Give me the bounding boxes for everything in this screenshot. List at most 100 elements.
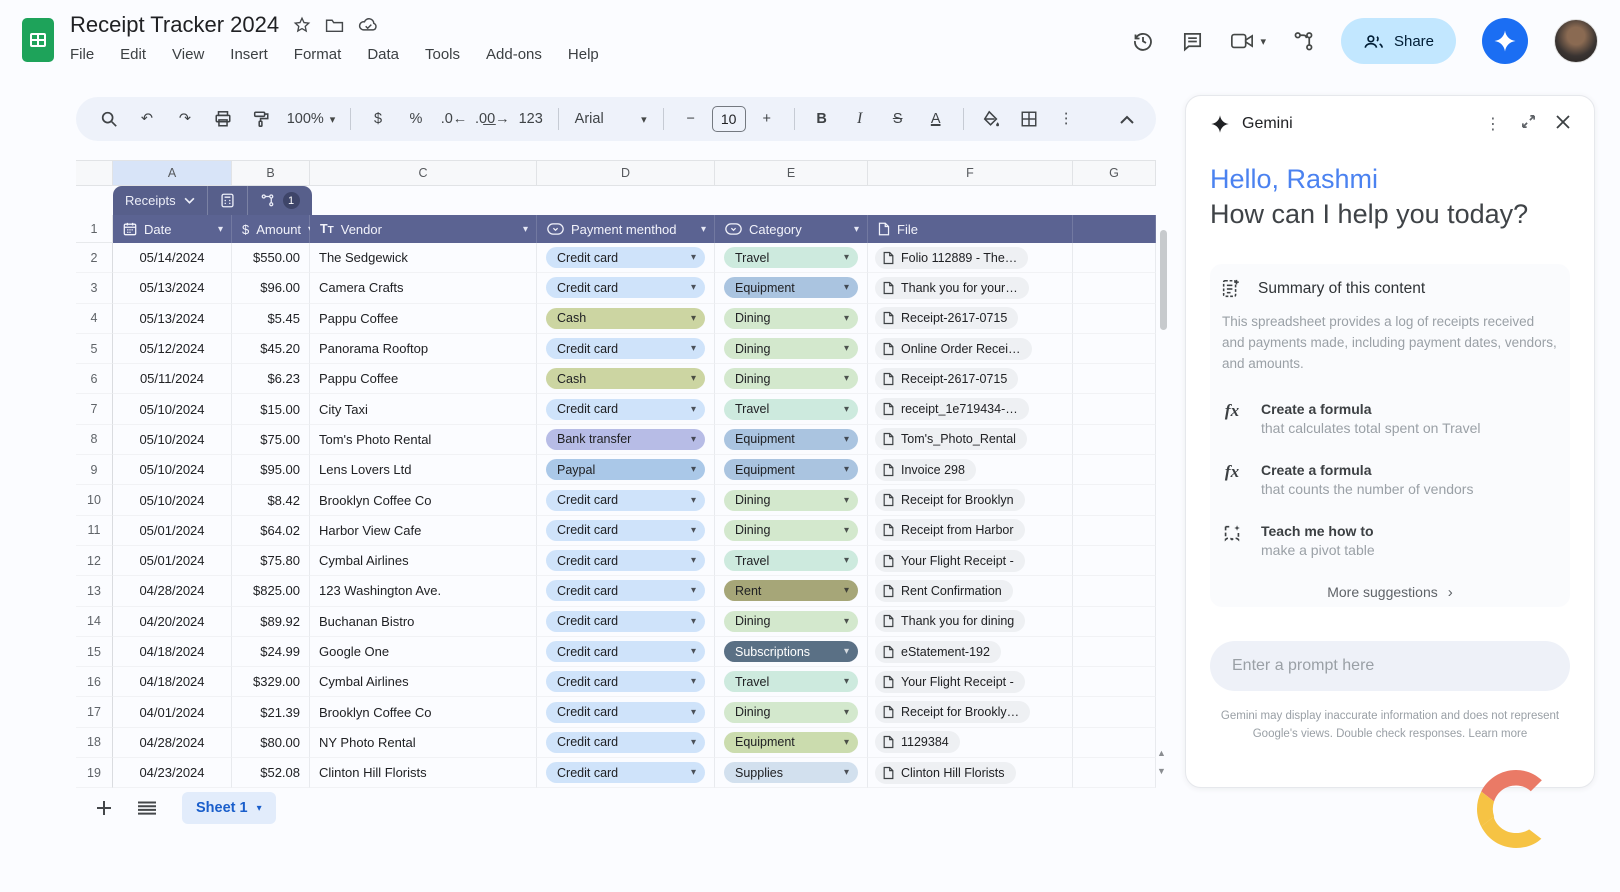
payment-method-dropdown[interactable]: Credit card▾ (546, 338, 705, 359)
gemini-close-icon[interactable] (1556, 115, 1570, 134)
gemini-suggestion-3[interactable]: Teach me how tomake a pivot table (1220, 523, 1560, 558)
number-format-button[interactable]: 123 (514, 103, 548, 135)
cell-empty[interactable] (1073, 243, 1156, 273)
cell-date[interactable]: 04/23/2024 (113, 758, 232, 788)
font-family-select[interactable]: Arial▾ (569, 103, 653, 135)
cell-empty[interactable] (1073, 364, 1156, 394)
file-chip[interactable]: 1129384 (875, 731, 960, 753)
row-number-6[interactable]: 6 (76, 364, 113, 394)
row-number-5[interactable]: 5 (76, 334, 113, 364)
header-cell-payment-menthod[interactable]: Payment menthod▾ (537, 215, 715, 243)
add-sheet-icon[interactable] (96, 800, 112, 816)
cell-vendor[interactable]: Cymbal Airlines (310, 546, 537, 576)
header-cell-file[interactable]: File (868, 215, 1073, 243)
cell-date[interactable]: 05/13/2024 (113, 273, 232, 303)
cell-date[interactable]: 05/10/2024 (113, 394, 232, 424)
cell-amount[interactable]: $21.39 (232, 697, 310, 727)
column-header-E[interactable]: E (715, 161, 868, 185)
payment-method-dropdown[interactable]: Credit card▾ (546, 550, 705, 571)
collapse-toolbar-icon[interactable] (1120, 112, 1134, 127)
cell-empty[interactable] (1073, 546, 1156, 576)
cell-date[interactable]: 04/20/2024 (113, 607, 232, 637)
file-chip[interactable]: Thank you for your… (875, 277, 1029, 299)
row-number-7[interactable]: 7 (76, 394, 113, 424)
font-size-input[interactable]: 10 (712, 106, 746, 132)
row-number-19[interactable]: 19 (76, 758, 113, 788)
payment-method-dropdown[interactable]: Credit card▾ (546, 732, 705, 753)
row-number-12[interactable]: 12 (76, 546, 113, 576)
cell-vendor[interactable]: Pappu Coffee (310, 364, 537, 394)
cell-amount[interactable]: $80.00 (232, 728, 310, 758)
cell-vendor[interactable]: Brooklyn Coffee Co (310, 697, 537, 727)
column-header-F[interactable]: F (868, 161, 1073, 185)
cell-empty[interactable] (1073, 516, 1156, 546)
category-dropdown[interactable]: Dining▾ (724, 702, 858, 723)
cell-date[interactable]: 04/28/2024 (113, 728, 232, 758)
menu-file[interactable]: File (70, 46, 94, 63)
category-dropdown[interactable]: Dining▾ (724, 308, 858, 329)
row-number-14[interactable]: 14 (76, 607, 113, 637)
scroll-down-icon[interactable]: ▼ (1157, 766, 1166, 776)
menu-view[interactable]: View (172, 46, 204, 63)
cell-amount[interactable]: $89.92 (232, 607, 310, 637)
row-number-2[interactable]: 2 (76, 243, 113, 273)
row-number-11[interactable]: 11 (76, 516, 113, 546)
scrollbar-thumb[interactable] (1160, 230, 1167, 330)
category-dropdown[interactable]: Travel▾ (724, 247, 858, 268)
cell-amount[interactable]: $75.00 (232, 425, 310, 455)
grid-corner[interactable] (76, 161, 113, 185)
menu-edit[interactable]: Edit (120, 46, 146, 63)
cell-empty[interactable] (1073, 758, 1156, 788)
cell-date[interactable]: 05/10/2024 (113, 425, 232, 455)
file-chip[interactable]: Tom's_Photo_Rental (875, 428, 1027, 450)
payment-method-dropdown[interactable]: Credit card▾ (546, 399, 705, 420)
payment-method-dropdown[interactable]: Credit card▾ (546, 762, 705, 783)
header-sort-caret[interactable]: ▾ (701, 224, 706, 235)
meet-dropdown-icon[interactable]: ▾ (1260, 35, 1266, 48)
cell-empty[interactable] (1073, 607, 1156, 637)
category-dropdown[interactable]: Dining▾ (724, 520, 858, 541)
row-number-13[interactable]: 13 (76, 576, 113, 606)
header-cell-vendor[interactable]: TTVendor▾ (310, 215, 537, 243)
cell-date[interactable]: 05/14/2024 (113, 243, 232, 273)
file-chip[interactable]: Receipt-2617-0715 (875, 307, 1018, 329)
cell-amount[interactable]: $6.23 (232, 364, 310, 394)
payment-method-dropdown[interactable]: Credit card▾ (546, 580, 705, 601)
payment-method-dropdown[interactable]: Credit card▾ (546, 247, 705, 268)
file-chip[interactable]: Rent Confirmation (875, 580, 1013, 602)
gemini-prompt-input[interactable] (1210, 641, 1570, 691)
cell-empty[interactable] (1073, 576, 1156, 606)
header-sort-caret[interactable]: ▾ (854, 224, 859, 235)
cell-empty[interactable] (1073, 728, 1156, 758)
file-chip[interactable]: Your Flight Receipt - (875, 550, 1025, 572)
decrease-font-size-button[interactable]: − (674, 103, 708, 135)
header-sort-caret[interactable]: ▾ (218, 224, 223, 235)
cell-amount[interactable]: $24.99 (232, 637, 310, 667)
payment-method-dropdown[interactable]: Cash▾ (546, 308, 705, 329)
header-sort-caret[interactable]: ▾ (523, 224, 528, 235)
cell-empty[interactable] (1073, 334, 1156, 364)
gemini-summary-card[interactable]: Summary of this content This spreadsheet… (1210, 264, 1570, 607)
cell-amount[interactable]: $5.45 (232, 304, 310, 334)
category-dropdown[interactable]: Travel▾ (724, 671, 858, 692)
file-chip[interactable]: eStatement-192 (875, 641, 1001, 663)
cell-vendor[interactable]: The Sedgewick (310, 243, 537, 273)
cell-amount[interactable]: $75.80 (232, 546, 310, 576)
payment-method-dropdown[interactable]: Credit card▾ (546, 702, 705, 723)
cell-amount[interactable]: $96.00 (232, 273, 310, 303)
bold-button[interactable]: B (805, 103, 839, 135)
category-dropdown[interactable]: Supplies▾ (724, 762, 858, 783)
cell-date[interactable]: 05/12/2024 (113, 334, 232, 364)
gemini-suggestion-1[interactable]: fxCreate a formulathat calculates total … (1220, 401, 1560, 436)
category-dropdown[interactable]: Equipment▾ (724, 459, 858, 480)
row-number-9[interactable]: 9 (76, 455, 113, 485)
account-avatar[interactable] (1554, 19, 1598, 63)
file-chip[interactable]: receipt_1e719434-… (875, 398, 1029, 420)
payment-method-dropdown[interactable]: Credit card▾ (546, 490, 705, 511)
category-dropdown[interactable]: Travel▾ (724, 399, 858, 420)
borders-icon[interactable] (1012, 103, 1046, 135)
table-name-menu[interactable]: Receipts (113, 186, 207, 215)
file-chip[interactable]: Receipt for Brooklyn (875, 489, 1025, 511)
cell-amount[interactable]: $95.00 (232, 455, 310, 485)
payment-method-dropdown[interactable]: Credit card▾ (546, 671, 705, 692)
